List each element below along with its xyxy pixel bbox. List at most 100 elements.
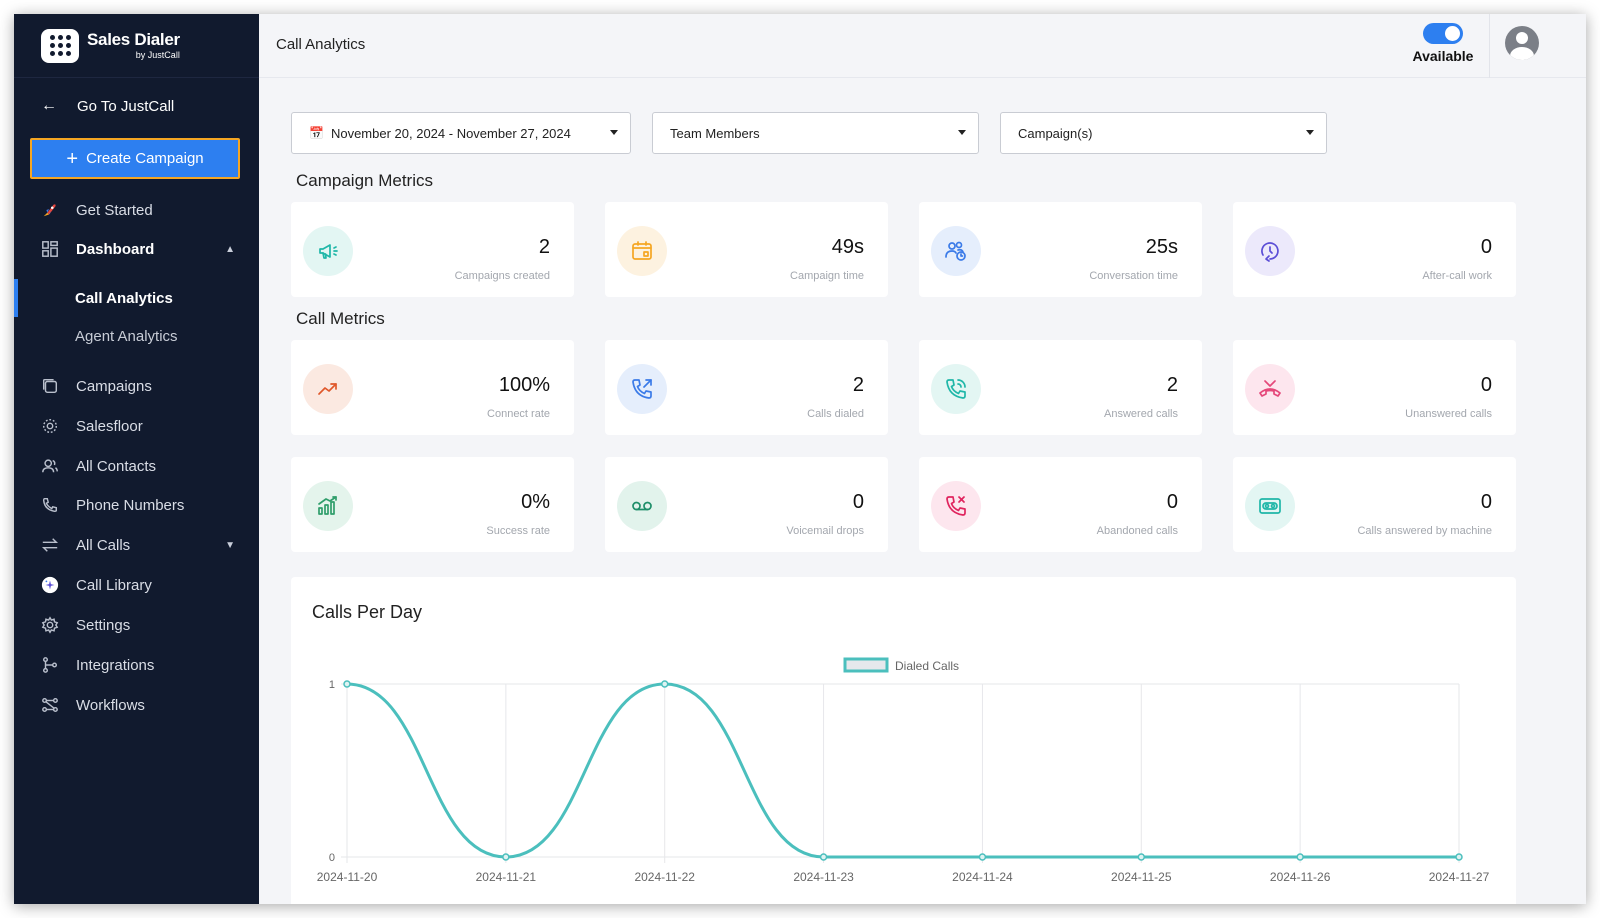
sidebar-item-workflows[interactable]: Workflows xyxy=(14,685,259,725)
app-window: Sales Dialer by JustCall ← Go To JustCal… xyxy=(14,14,1586,904)
metric-card-after-call-work: 0 After-call work xyxy=(1233,202,1516,297)
metric-label: Abandoned calls xyxy=(1096,525,1178,537)
sidebar-item-agent-analytics[interactable]: Agent Analytics xyxy=(75,327,178,345)
sidebar-item-campaigns[interactable]: Campaigns xyxy=(14,366,259,406)
line-chart: 0 1 2024-11-20 2024-11-21 2024-11-22 2024-11-… xyxy=(317,657,1490,884)
y-tick-label: 0 xyxy=(329,852,335,864)
campaign-metrics-title: Campaign Metrics xyxy=(296,171,433,190)
metric-card-campaigns-created: 2 Campaigns created xyxy=(291,202,574,297)
workflows-icon xyxy=(40,695,60,715)
metric-label: After-call work xyxy=(1422,270,1492,282)
sidebar-item-all-contacts[interactable]: All Contacts xyxy=(14,446,259,486)
metric-value: 0 xyxy=(1480,374,1492,396)
metric-value: 2 xyxy=(538,236,550,258)
sidebar-item-label: Call Library xyxy=(76,576,152,594)
sidebar-item-integrations[interactable]: Integrations xyxy=(14,645,259,685)
chevron-up-icon: ▲ xyxy=(225,243,235,255)
integrations-icon xyxy=(40,655,60,675)
data-point xyxy=(1137,853,1146,861)
page-title: Call Analytics xyxy=(276,36,366,53)
sidebar-item-label: Dashboard xyxy=(76,240,155,258)
campaigns-icon xyxy=(40,376,60,396)
metric-card-success-rate: 0% Success rate xyxy=(291,457,574,552)
data-point xyxy=(502,853,510,861)
metric-card-calls-dialed: 2 Calls dialed xyxy=(605,340,888,435)
toggle-switch[interactable] xyxy=(1423,23,1463,44)
sidebar-item-get-started[interactable]: Get Started xyxy=(14,190,259,230)
sidebar-item-label: Phone Numbers xyxy=(76,496,185,514)
trend-up-icon xyxy=(303,364,353,414)
clock-back-icon xyxy=(1245,226,1295,276)
metric-value: 0 xyxy=(1480,491,1492,513)
logo[interactable]: Sales Dialer by JustCall xyxy=(14,14,259,78)
x-tick-label: 2024-11-21 xyxy=(476,870,537,884)
metric-value: 25s xyxy=(1145,236,1178,258)
sidebar: Sales Dialer by JustCall ← Go To JustCal… xyxy=(14,14,259,904)
dashboard-icon xyxy=(40,239,60,259)
team-members-select[interactable]: Team Members xyxy=(652,112,979,154)
sidebar-item-all-calls[interactable]: All Calls ▼ xyxy=(14,525,259,565)
metric-value: 2 xyxy=(1166,374,1178,396)
x-tick-label: 2024-11-23 xyxy=(793,870,854,884)
x-tick-label: 2024-11-20 xyxy=(317,870,378,884)
metric-value: 49s xyxy=(831,236,864,258)
metric-label: Campaigns created xyxy=(454,270,550,282)
chevron-down-icon xyxy=(1306,130,1314,135)
metric-label: Calls answered by machine xyxy=(1357,525,1492,537)
metric-label: Connect rate xyxy=(487,408,550,420)
plus-icon: + xyxy=(66,147,79,170)
go-to-justcall-link[interactable]: ← Go To JustCall xyxy=(14,78,259,134)
arrow-left-icon: ← xyxy=(41,97,57,114)
call-metrics-title: Call Metrics xyxy=(296,309,385,328)
contacts-icon xyxy=(40,456,60,476)
sidebar-item-phone-numbers[interactable]: Phone Numbers xyxy=(14,485,259,525)
campaigns-value: Campaign(s) xyxy=(1018,125,1093,141)
sidebar-item-label: Settings xyxy=(76,616,131,634)
metric-value: 0 xyxy=(1166,491,1178,513)
availability-toggle[interactable]: Available xyxy=(1408,23,1478,64)
user-avatar-icon[interactable] xyxy=(1505,26,1539,60)
metric-card-voicemail-drops: 0 Voicemail drops xyxy=(605,457,888,552)
sidebar-item-label: Campaigns xyxy=(76,377,152,395)
campaigns-select[interactable]: Campaign(s) xyxy=(1000,112,1327,154)
date-range-select[interactable]: 📅 November 20, 2024 - November 27, 2024 xyxy=(291,112,631,154)
rocket-icon xyxy=(40,200,60,220)
y-tick-label: 1 xyxy=(329,679,335,691)
create-campaign-button[interactable]: + Create Campaign xyxy=(30,138,240,179)
sidebar-item-salesfloor[interactable]: Salesfloor xyxy=(14,406,259,446)
metric-card-answered-calls: 2 Answered calls xyxy=(919,340,1202,435)
calendar-icon: 📅 xyxy=(309,126,324,140)
phone-missed-icon xyxy=(1245,364,1295,414)
sidebar-item-call-analytics[interactable]: Call Analytics xyxy=(75,289,173,307)
x-tick-label: 2024-11-24 xyxy=(952,870,1013,884)
metric-card-conversation-time: 25s Conversation time xyxy=(919,202,1202,297)
call-library-icon xyxy=(40,575,60,595)
logo-subtitle: by JustCall xyxy=(135,50,180,60)
metric-value: 0 xyxy=(1480,236,1492,258)
sidebar-item-label: Get Started xyxy=(76,201,153,219)
sidebar-item-label: All Calls xyxy=(76,536,131,554)
dialpad-logo-icon xyxy=(41,28,79,63)
metric-value: 100% xyxy=(498,374,550,396)
metric-label: Success rate xyxy=(486,525,550,537)
users-clock-icon xyxy=(931,226,981,276)
gear-icon xyxy=(40,615,60,635)
data-point xyxy=(660,680,669,688)
phone-icon xyxy=(40,495,60,515)
logo-title: Sales Dialer xyxy=(87,30,180,49)
sidebar-item-settings[interactable]: Settings xyxy=(14,605,259,645)
sidebar-item-call-library[interactable]: Call Library xyxy=(14,565,259,605)
data-point xyxy=(978,853,987,861)
calls-per-day-chart: Calls Per Day 0 1 2024-11-20 2024-11-21 2024… xyxy=(291,577,1516,904)
chevron-down-icon: ▼ xyxy=(225,539,235,551)
active-indicator xyxy=(14,279,18,317)
metric-label: Campaign time xyxy=(790,270,864,282)
sidebar-item-dashboard[interactable]: Dashboard ▲ xyxy=(14,229,259,269)
chevron-down-icon xyxy=(958,130,966,135)
team-members-value: Team Members xyxy=(670,125,760,141)
metric-label: Conversation time xyxy=(1089,270,1178,282)
sidebar-item-label: Salesfloor xyxy=(76,417,143,435)
sidebar-item-label: Integrations xyxy=(76,656,155,674)
swap-icon xyxy=(40,535,60,555)
create-campaign-label: Create Campaign xyxy=(86,150,204,167)
